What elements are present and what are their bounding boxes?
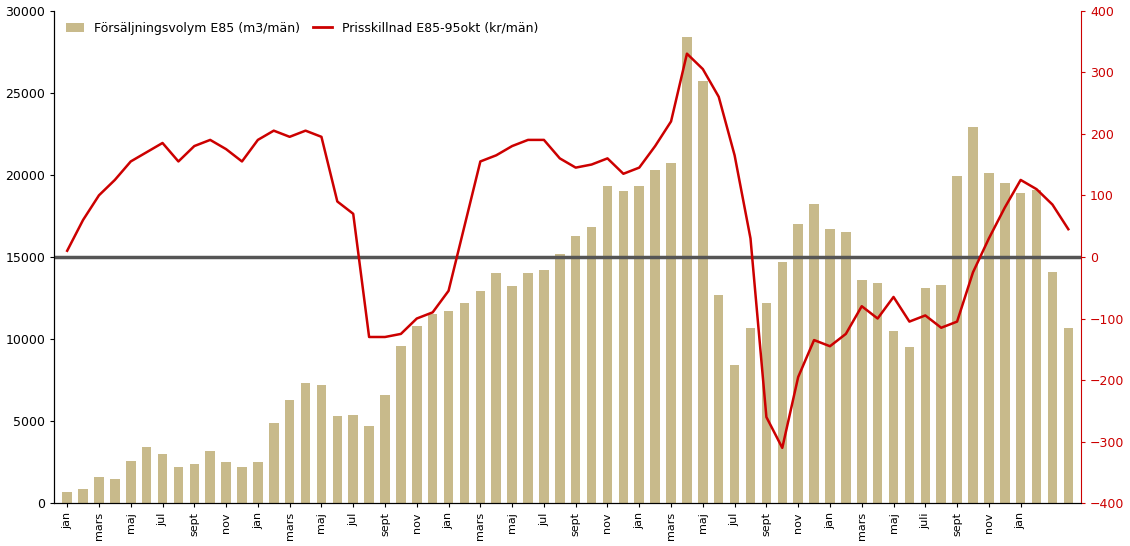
Bar [1063, 328, 1074, 503]
Bar [190, 464, 199, 503]
Bar [602, 186, 612, 503]
Bar [825, 229, 835, 503]
Bar [777, 262, 788, 503]
Bar [78, 489, 88, 503]
Bar [905, 347, 914, 503]
Bar [984, 173, 993, 503]
Bar [1000, 183, 1009, 503]
Bar [428, 314, 437, 503]
Bar [667, 163, 676, 503]
Bar [841, 232, 851, 503]
Legend: Försäljningsvolym E85 (m3/män), Prisskillnad E85-95okt (kr/män): Försäljningsvolym E85 (m3/män), Prisskil… [61, 17, 544, 40]
Bar [158, 454, 167, 503]
Bar [444, 311, 453, 503]
Bar [301, 383, 311, 503]
Bar [1032, 189, 1042, 503]
Bar [1048, 272, 1058, 503]
Bar [698, 81, 707, 503]
Bar [285, 400, 295, 503]
Bar [857, 280, 867, 503]
Bar [476, 292, 485, 503]
Bar [523, 274, 532, 503]
Bar [746, 328, 755, 503]
Bar [618, 191, 628, 503]
Bar [872, 283, 883, 503]
Bar [206, 451, 215, 503]
Bar [937, 285, 946, 503]
Bar [953, 176, 962, 503]
Bar [793, 224, 803, 503]
Bar [539, 270, 549, 503]
Bar [730, 365, 739, 503]
Bar [555, 254, 565, 503]
Bar [921, 288, 930, 503]
Bar [62, 492, 72, 503]
Bar [889, 331, 898, 503]
Bar [397, 346, 406, 503]
Bar [683, 37, 692, 503]
Bar [348, 414, 358, 503]
Bar [110, 479, 120, 503]
Bar [714, 295, 723, 503]
Bar [253, 462, 262, 503]
Bar [316, 385, 327, 503]
Bar [412, 326, 421, 503]
Bar [809, 204, 819, 503]
Bar [332, 416, 342, 503]
Bar [380, 395, 390, 503]
Bar [142, 448, 151, 503]
Bar [460, 303, 469, 503]
Bar [507, 287, 516, 503]
Bar [968, 127, 977, 503]
Bar [571, 235, 581, 503]
Bar [364, 426, 374, 503]
Bar [237, 467, 246, 503]
Bar [762, 303, 771, 503]
Bar [221, 462, 231, 503]
Bar [1016, 193, 1025, 503]
Bar [586, 227, 597, 503]
Bar [492, 274, 501, 503]
Bar [174, 467, 183, 503]
Bar [651, 170, 660, 503]
Bar [125, 461, 136, 503]
Bar [94, 477, 104, 503]
Bar [269, 423, 278, 503]
Bar [634, 186, 644, 503]
